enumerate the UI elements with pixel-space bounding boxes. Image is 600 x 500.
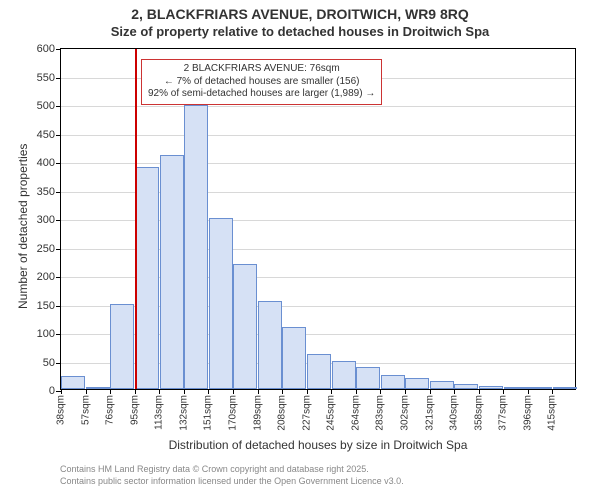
x-tick-label: 264sqm bbox=[350, 395, 361, 431]
x-tick-label: 377sqm bbox=[498, 395, 509, 431]
y-tick-label: 400 bbox=[37, 157, 61, 169]
histogram-bar bbox=[553, 387, 577, 389]
y-tick-label: 350 bbox=[37, 186, 61, 198]
histogram-plot: 05010015020025030035040045050055060038sq… bbox=[60, 48, 576, 390]
x-tick-mark bbox=[405, 389, 406, 394]
x-tick-label: 76sqm bbox=[105, 395, 116, 425]
y-tick-label: 50 bbox=[43, 357, 61, 369]
histogram-bar bbox=[479, 386, 503, 389]
x-tick-label: 170sqm bbox=[228, 395, 239, 431]
x-tick-mark bbox=[454, 389, 455, 394]
x-tick-mark bbox=[430, 389, 431, 394]
x-tick-mark bbox=[86, 389, 87, 394]
y-axis-label: Number of detached properties bbox=[16, 144, 30, 309]
x-tick-mark bbox=[479, 389, 480, 394]
x-tick-label: 113sqm bbox=[154, 395, 165, 430]
annotation-line: 92% of semi-detached houses are larger (… bbox=[148, 88, 375, 101]
x-tick-mark bbox=[282, 389, 283, 394]
x-tick-mark bbox=[258, 389, 259, 394]
histogram-bar bbox=[454, 384, 478, 389]
annotation-line: 2 BLACKFRIARS AVENUE: 76sqm bbox=[148, 63, 375, 76]
x-tick-label: 302sqm bbox=[400, 395, 411, 431]
x-tick-mark bbox=[110, 389, 111, 394]
footer-line2: Contains public sector information licen… bbox=[60, 476, 404, 488]
annotation-box: 2 BLACKFRIARS AVENUE: 76sqm← 7% of detac… bbox=[141, 59, 382, 105]
footer-attribution: Contains HM Land Registry data © Crown c… bbox=[60, 464, 404, 487]
y-tick-label: 600 bbox=[37, 43, 61, 55]
histogram-bar bbox=[135, 167, 159, 389]
histogram-bar bbox=[307, 354, 331, 389]
x-tick-mark bbox=[503, 389, 504, 394]
x-tick-mark bbox=[135, 389, 136, 394]
x-tick-mark bbox=[552, 389, 553, 394]
histogram-bar bbox=[430, 381, 454, 389]
x-tick-label: 321sqm bbox=[424, 395, 435, 431]
histogram-bar bbox=[184, 105, 208, 389]
histogram-bar bbox=[504, 387, 528, 389]
x-tick-label: 95sqm bbox=[129, 395, 140, 425]
x-tick-label: 358sqm bbox=[473, 395, 484, 431]
x-tick-mark bbox=[380, 389, 381, 394]
y-tick-label: 200 bbox=[37, 271, 61, 283]
property-marker-line bbox=[135, 49, 137, 389]
y-tick-label: 550 bbox=[37, 72, 61, 84]
x-tick-mark bbox=[331, 389, 332, 394]
x-tick-mark bbox=[356, 389, 357, 394]
x-tick-label: 38sqm bbox=[56, 395, 67, 425]
histogram-bar bbox=[86, 387, 110, 389]
x-tick-label: 208sqm bbox=[277, 395, 288, 431]
x-tick-label: 132sqm bbox=[178, 395, 189, 431]
annotation-line: ← 7% of detached houses are smaller (156… bbox=[148, 76, 375, 89]
histogram-bar bbox=[233, 264, 257, 389]
histogram-bar bbox=[381, 375, 405, 389]
x-tick-mark bbox=[528, 389, 529, 394]
x-tick-mark bbox=[159, 389, 160, 394]
chart-title-block: 2, BLACKFRIARS AVENUE, DROITWICH, WR9 8R… bbox=[0, 0, 600, 39]
x-tick-label: 57sqm bbox=[80, 395, 91, 425]
x-tick-mark bbox=[233, 389, 234, 394]
y-tick-label: 250 bbox=[37, 243, 61, 255]
y-tick-label: 300 bbox=[37, 214, 61, 226]
histogram-bar bbox=[356, 367, 380, 389]
y-tick-label: 450 bbox=[37, 129, 61, 141]
x-tick-label: 151sqm bbox=[203, 395, 214, 431]
gridline bbox=[61, 106, 575, 107]
footer-line1: Contains HM Land Registry data © Crown c… bbox=[60, 464, 404, 476]
y-tick-label: 150 bbox=[37, 300, 61, 312]
x-tick-label: 189sqm bbox=[252, 395, 263, 431]
gridline bbox=[61, 163, 575, 164]
x-axis-label: Distribution of detached houses by size … bbox=[60, 438, 576, 452]
histogram-bar bbox=[61, 376, 85, 389]
x-tick-label: 245sqm bbox=[326, 395, 337, 431]
histogram-bar bbox=[209, 218, 233, 389]
x-tick-mark bbox=[61, 389, 62, 394]
histogram-bar bbox=[405, 378, 429, 389]
x-tick-mark bbox=[184, 389, 185, 394]
y-tick-label: 100 bbox=[37, 328, 61, 340]
x-tick-label: 340sqm bbox=[449, 395, 460, 431]
histogram-bar bbox=[528, 387, 552, 389]
histogram-bar bbox=[160, 155, 184, 389]
histogram-bar bbox=[258, 301, 282, 389]
gridline bbox=[61, 135, 575, 136]
histogram-bar bbox=[332, 361, 356, 390]
x-tick-label: 396sqm bbox=[522, 395, 533, 431]
y-tick-label: 500 bbox=[37, 100, 61, 112]
histogram-bar bbox=[110, 304, 134, 390]
x-tick-mark bbox=[307, 389, 308, 394]
x-tick-label: 227sqm bbox=[301, 395, 312, 431]
x-tick-label: 283sqm bbox=[375, 395, 386, 431]
x-tick-label: 415sqm bbox=[547, 395, 558, 431]
histogram-bar bbox=[282, 327, 306, 389]
chart-title-line1: 2, BLACKFRIARS AVENUE, DROITWICH, WR9 8R… bbox=[0, 6, 600, 22]
chart-title-line2: Size of property relative to detached ho… bbox=[0, 24, 600, 39]
x-tick-mark bbox=[208, 389, 209, 394]
